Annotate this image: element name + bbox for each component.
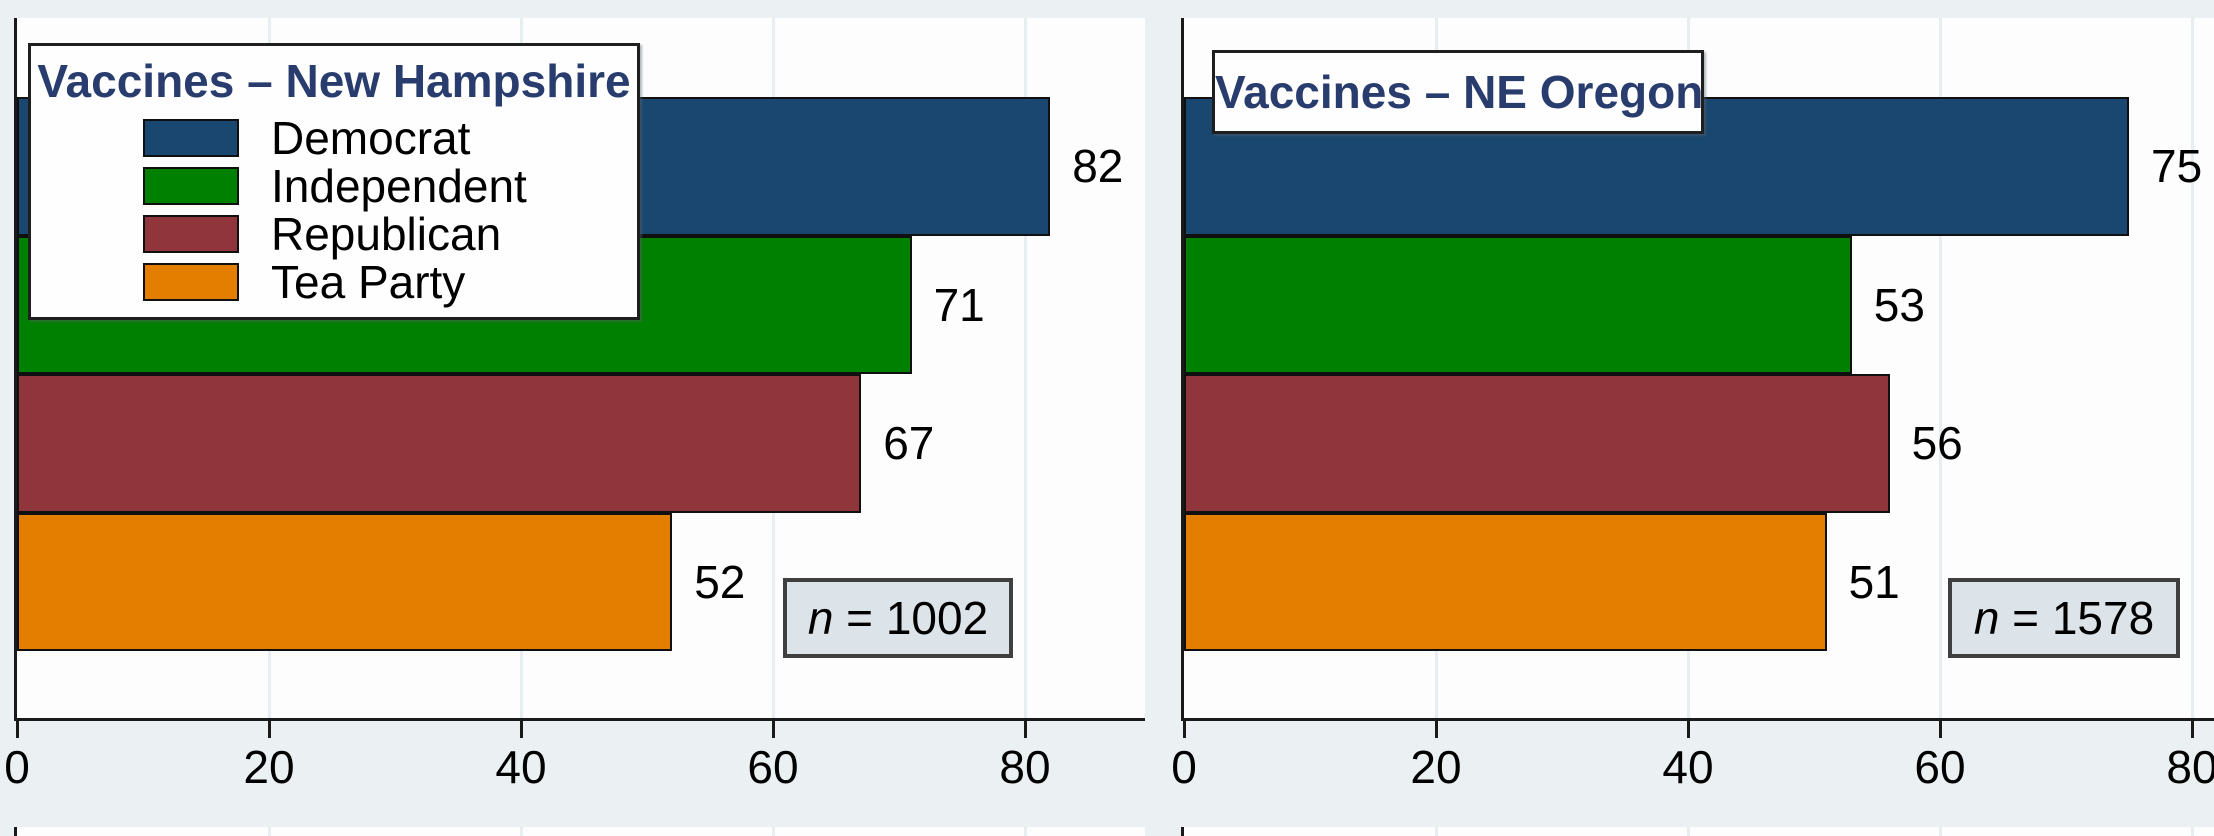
x-tick-0 bbox=[15, 721, 19, 738]
bar-independent bbox=[1184, 235, 1852, 374]
sliver-gridline-20 bbox=[267, 827, 271, 836]
chart-title-right: Vaccines – NE Oregon bbox=[1215, 66, 1704, 118]
x-tick-20 bbox=[1434, 721, 1438, 738]
bar-tea-party bbox=[17, 512, 673, 651]
legend-label-tea-party: Tea Party bbox=[271, 256, 466, 308]
sliver-gridline-20 bbox=[1434, 827, 1438, 836]
bar-tea-party bbox=[1184, 512, 1827, 651]
next-row-plot-sliver bbox=[14, 827, 1145, 836]
sliver-gridline-60 bbox=[771, 827, 775, 836]
bar-value-label: 82 bbox=[1072, 140, 1124, 193]
sliver-gridline-40 bbox=[1686, 827, 1690, 836]
x-tick-label: 80 bbox=[999, 741, 1051, 793]
legend-row-democrat: Democrat bbox=[31, 112, 637, 164]
n-symbol: n bbox=[807, 592, 834, 644]
legend-entries: Democrat Independent Republican Tea Party bbox=[31, 112, 637, 308]
legend-label-democrat: Democrat bbox=[271, 112, 471, 164]
x-tick-60 bbox=[771, 721, 775, 738]
n-value: = 1002 bbox=[833, 592, 989, 644]
x-tick-label: 60 bbox=[747, 741, 799, 793]
bar-value-label: 71 bbox=[933, 278, 985, 331]
bar-republican bbox=[17, 374, 862, 513]
sliver-gridline-40 bbox=[519, 827, 523, 836]
legend-row-republican: Republican bbox=[31, 208, 637, 260]
n-value: = 1578 bbox=[1999, 592, 2155, 644]
x-tick-label: 40 bbox=[495, 741, 547, 793]
x-tick-20 bbox=[267, 721, 271, 738]
x-tick-0 bbox=[1182, 721, 1186, 738]
sample-size-box-right: n = 1578 bbox=[1948, 578, 2180, 658]
bar-value-label: 51 bbox=[1848, 555, 1900, 608]
x-tick-80 bbox=[1023, 721, 1027, 738]
sliver-gridline-80 bbox=[2190, 827, 2194, 836]
bar-value-label: 53 bbox=[1873, 278, 1925, 331]
bar-value-label: 75 bbox=[2151, 140, 2203, 193]
gridline-60 bbox=[1938, 18, 1942, 718]
gridline-80 bbox=[2190, 18, 2194, 718]
legend-swatch-independent bbox=[143, 167, 239, 205]
x-tick-label: 20 bbox=[243, 741, 295, 793]
bar-value-label: 52 bbox=[694, 555, 746, 608]
x-tick-label: 0 bbox=[1171, 741, 1197, 793]
legend-row-tea-party: Tea Party bbox=[31, 256, 637, 308]
x-tick-60 bbox=[1938, 721, 1942, 738]
plot-area bbox=[1181, 18, 2214, 721]
legend-swatch-republican bbox=[143, 215, 239, 253]
x-tick-label: 0 bbox=[4, 741, 30, 793]
legend-row-independent: Independent bbox=[31, 160, 637, 212]
legend-swatch-tea-party bbox=[143, 263, 239, 301]
x-tick-label: 40 bbox=[1662, 741, 1714, 793]
n-symbol: n bbox=[1973, 592, 2000, 644]
chart-title-left: Vaccines – New Hampshire bbox=[37, 55, 631, 107]
bar-value-label: 56 bbox=[1911, 417, 1963, 470]
x-tick-80 bbox=[2190, 721, 2194, 738]
sliver-gridline-80 bbox=[1023, 827, 1027, 836]
x-tick-label: 60 bbox=[1914, 741, 1966, 793]
x-tick-40 bbox=[519, 721, 523, 738]
x-tick-40 bbox=[1686, 721, 1690, 738]
legend-box: Vaccines – New Hampshire Democrat Indepen… bbox=[28, 43, 640, 320]
legend-label-independent: Independent bbox=[271, 160, 527, 212]
x-tick-label: 80 bbox=[2166, 741, 2214, 793]
sliver-gridline-60 bbox=[1938, 827, 1942, 836]
gridline-80 bbox=[1023, 18, 1027, 718]
bar-republican bbox=[1184, 374, 1890, 513]
legend-swatch-democrat bbox=[143, 119, 239, 157]
bar-value-label: 67 bbox=[883, 417, 935, 470]
sample-size-box-left: n = 1002 bbox=[783, 578, 1013, 658]
legend-label-republican: Republican bbox=[271, 208, 502, 260]
x-tick-label: 20 bbox=[1410, 741, 1462, 793]
next-row-plot-sliver bbox=[1181, 827, 2214, 836]
title-box-right: Vaccines – NE Oregon bbox=[1212, 50, 1704, 134]
